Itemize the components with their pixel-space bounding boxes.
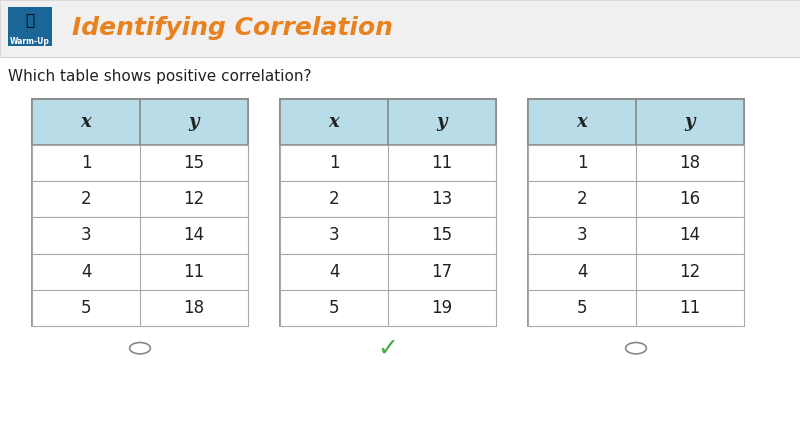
Bar [280,181,496,217]
Text: 18: 18 [183,299,205,317]
Text: 16: 16 [679,190,701,208]
Bar [528,290,744,326]
Bar [528,254,744,290]
Bar [32,181,248,217]
Text: y: y [685,113,695,131]
Text: 15: 15 [431,226,453,244]
Text: x: x [577,113,587,131]
Text: 15: 15 [183,154,205,172]
Text: Identifying Correlation: Identifying Correlation [72,17,393,40]
Text: 3: 3 [81,226,91,244]
Text: 11: 11 [431,154,453,172]
Bar [528,99,744,326]
Bar [280,145,496,181]
Text: 12: 12 [183,190,205,208]
Bar [528,145,744,181]
Bar [32,145,248,181]
Text: 18: 18 [679,154,701,172]
Text: 11: 11 [183,263,205,281]
Text: 12: 12 [679,263,701,281]
Text: Which table shows positive correlation?: Which table shows positive correlation? [8,69,311,84]
Bar [280,99,496,326]
Text: ✓: ✓ [378,336,398,360]
Text: 11: 11 [679,299,701,317]
Text: y: y [189,113,199,131]
Text: 3: 3 [329,226,339,244]
Text: 1: 1 [329,154,339,172]
Bar [0,0,800,57]
Text: 4: 4 [81,263,91,281]
Bar [528,181,744,217]
Bar [280,254,496,290]
Bar [528,99,744,145]
Text: 1: 1 [81,154,91,172]
Text: 🔥: 🔥 [25,13,34,28]
Bar [32,217,248,254]
Text: 14: 14 [679,226,701,244]
Text: 5: 5 [329,299,339,317]
Bar [8,7,52,46]
Bar [280,217,496,254]
Bar [32,99,248,326]
Text: 5: 5 [81,299,91,317]
Text: x: x [81,113,91,131]
Text: 17: 17 [431,263,453,281]
Text: 1: 1 [577,154,587,172]
Bar [528,217,744,254]
Text: 14: 14 [183,226,205,244]
Text: 2: 2 [81,190,91,208]
Text: 19: 19 [431,299,453,317]
Text: 2: 2 [329,190,339,208]
Text: 3: 3 [577,226,587,244]
Text: 2: 2 [577,190,587,208]
Bar [280,290,496,326]
Bar [32,99,248,145]
Bar [32,290,248,326]
Text: 4: 4 [329,263,339,281]
Text: 13: 13 [431,190,453,208]
Bar [32,254,248,290]
Text: Warm-Up: Warm-Up [10,37,50,46]
Text: y: y [437,113,447,131]
Text: 5: 5 [577,299,587,317]
Text: 4: 4 [577,263,587,281]
Text: x: x [329,113,339,131]
Bar [280,99,496,145]
